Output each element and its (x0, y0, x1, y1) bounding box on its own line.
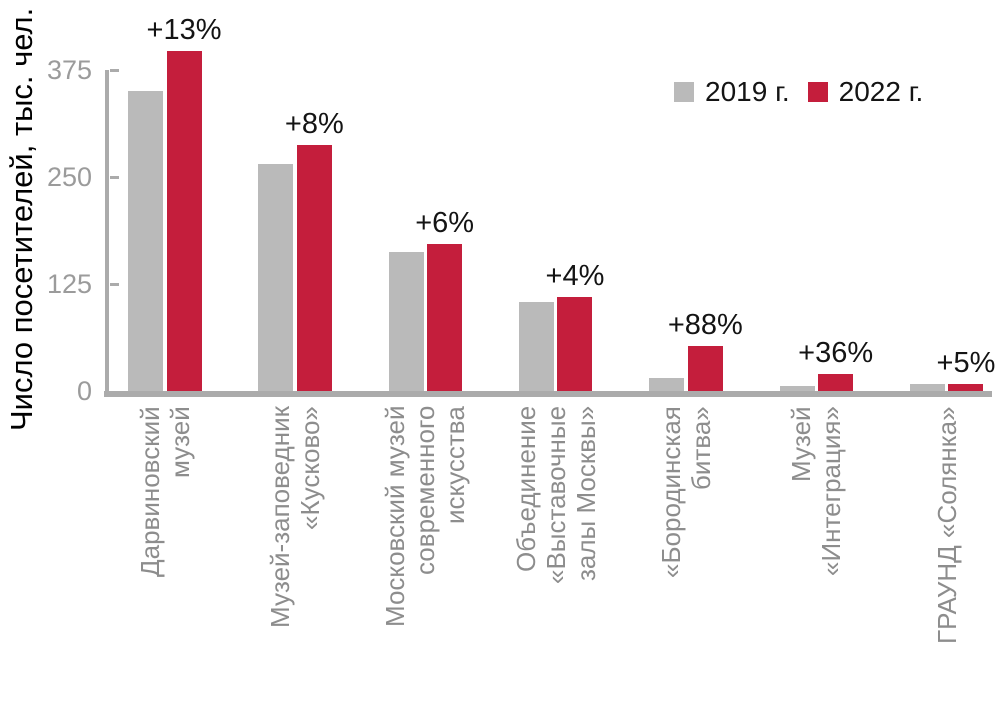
bar-2019-7 (909, 384, 945, 391)
bar-2022-3 (427, 243, 463, 391)
bar-2022-1 (166, 51, 202, 391)
bar-2019-5 (649, 378, 685, 391)
category-label-6: Музей «Интеграция» (786, 406, 847, 576)
legend-swatch-2019 (674, 82, 694, 102)
category-label-wrap-4: Объединение «Выставочные залы Москвы» (491, 406, 621, 716)
bar-2019-3 (388, 252, 424, 391)
y-tick-mark-375 (110, 68, 119, 72)
legend-item-2019: 2019 г. (674, 76, 790, 108)
category-label-1: Дарвиновский музей (134, 406, 195, 577)
legend-item-2022: 2022 г. (807, 76, 924, 108)
change-label-2: +8% (284, 108, 344, 141)
category-label-2: Музей-заповедник «Кусково» (265, 406, 326, 628)
category-label-wrap-1: Дарвиновский музей (100, 406, 230, 716)
category-label-4: Объединение «Выставочные залы Москвы» (510, 406, 601, 585)
legend: 2019 г. 2022 г. (674, 76, 923, 108)
category-label-3: Московский музей современного искусства (380, 406, 471, 628)
bar-2022-5 (687, 346, 723, 391)
y-tick-label-375: 375 (46, 55, 92, 85)
change-label-1: +13% (146, 14, 222, 47)
category-label-wrap-7: ГРАУНД «Солянка» (882, 406, 1004, 716)
legend-label-2022: 2022 г. (838, 76, 924, 107)
change-label-3: +6% (415, 206, 475, 239)
bar-2022-2 (296, 145, 332, 391)
legend-label-2019: 2019 г. (705, 76, 790, 107)
y-tick-mark-250 (110, 175, 119, 179)
category-label-5: «Бородинская битва» (656, 406, 717, 578)
bar-2019-2 (258, 164, 294, 391)
category-label-7: ГРАУНД «Солянка» (931, 406, 962, 644)
bar-2019-1 (128, 91, 163, 391)
category-label-wrap-5: «Бородинская битва» (621, 406, 751, 716)
bar-2019-6 (779, 386, 815, 391)
legend-swatch-2022 (807, 82, 828, 102)
category-label-wrap-3: Московский музей современного искусства (360, 406, 490, 716)
x-axis-line (104, 391, 992, 397)
bar-2022-6 (818, 374, 854, 391)
change-label-5: +88% (667, 309, 743, 342)
category-label-wrap-6: Музей «Интеграция» (751, 406, 881, 716)
change-label-4: +4% (545, 259, 605, 292)
y-tick-label-125: 125 (46, 269, 92, 299)
category-label-wrap-2: Музей-заповедник «Кусково» (230, 406, 360, 716)
bar-2022-7 (948, 383, 984, 391)
change-label-7: +5% (936, 346, 996, 379)
bar-2019-4 (518, 301, 554, 391)
y-tick-mark-125 (110, 282, 119, 286)
change-label-6: +36% (798, 337, 874, 370)
y-tick-label-250: 250 (46, 162, 92, 192)
y-axis-line (105, 70, 109, 391)
bar-2022-4 (557, 296, 593, 391)
y-tick-label-0: 0 (76, 376, 92, 406)
